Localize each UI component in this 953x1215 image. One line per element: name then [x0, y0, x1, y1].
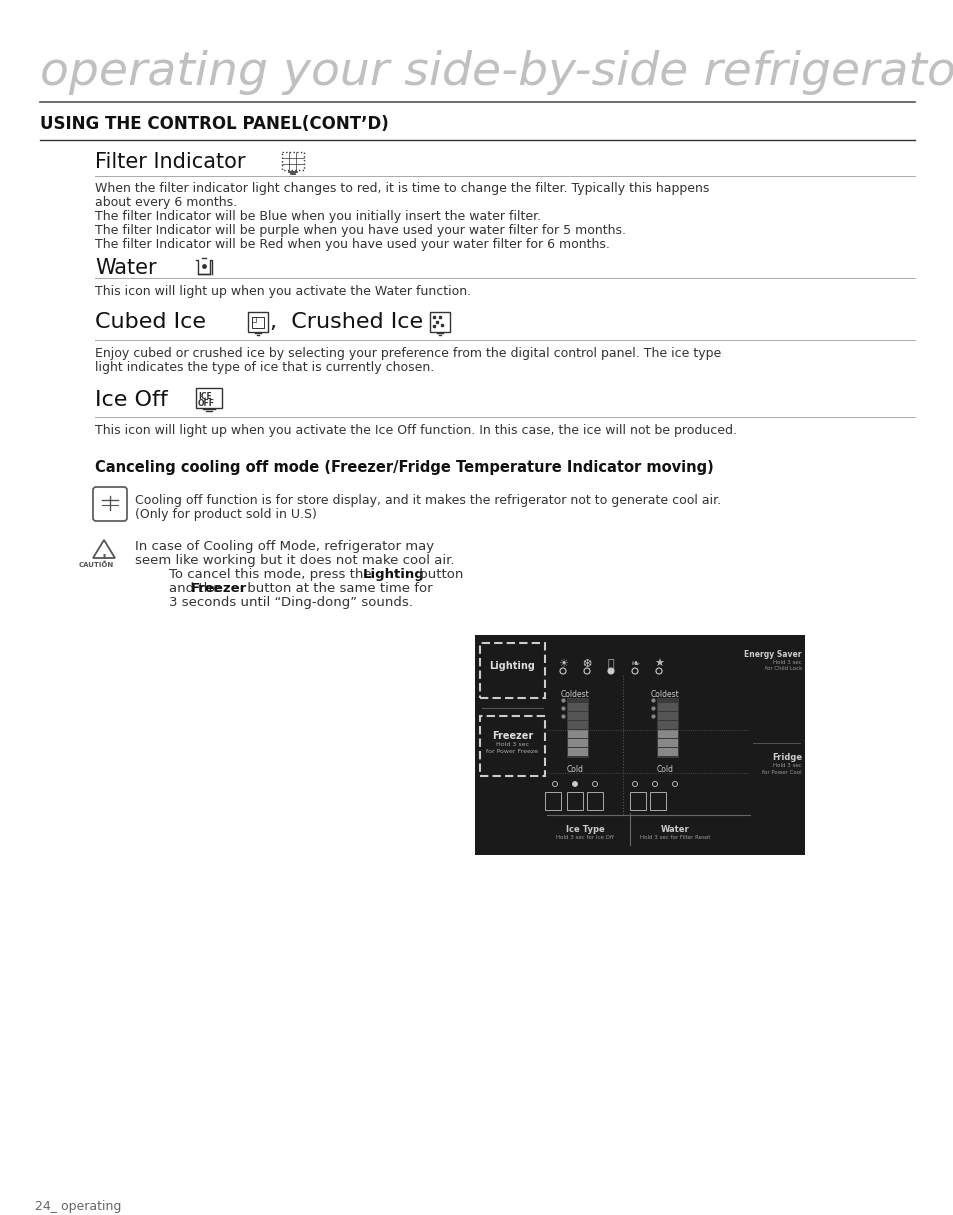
FancyBboxPatch shape: [566, 697, 588, 758]
Text: ❆: ❆: [581, 659, 591, 669]
Text: Hold 3 sec for Ice Off: Hold 3 sec for Ice Off: [556, 835, 614, 840]
Text: Cold: Cold: [656, 765, 673, 774]
Text: Water: Water: [659, 825, 689, 833]
Text: and the: and the: [135, 582, 224, 595]
Text: Ice Off: Ice Off: [95, 390, 168, 409]
Text: CAUTION: CAUTION: [78, 563, 113, 567]
Text: Freezer: Freezer: [191, 582, 247, 595]
Text: (Only for product sold in U.S): (Only for product sold in U.S): [135, 508, 316, 521]
Text: ❧: ❧: [630, 659, 639, 669]
Text: USING THE CONTROL PANEL(CONT’D): USING THE CONTROL PANEL(CONT’D): [40, 115, 388, 132]
Text: ★: ★: [654, 659, 663, 669]
FancyBboxPatch shape: [658, 748, 678, 756]
Text: Coldest: Coldest: [560, 690, 589, 699]
FancyBboxPatch shape: [567, 712, 587, 720]
FancyBboxPatch shape: [658, 703, 678, 711]
Text: 24_ operating: 24_ operating: [35, 1200, 121, 1213]
Text: Water: Water: [95, 258, 156, 278]
FancyBboxPatch shape: [657, 697, 679, 758]
Circle shape: [572, 781, 577, 786]
Text: ,  Crushed Ice: , Crushed Ice: [270, 312, 423, 332]
Text: for Child Lock: for Child Lock: [763, 666, 801, 671]
Text: The filter Indicator will be Red when you have used your water filter for 6 mont: The filter Indicator will be Red when yo…: [95, 238, 609, 252]
Text: button at the same time for: button at the same time for: [243, 582, 432, 595]
Text: The filter Indicator will be purple when you have used your water filter for 5 m: The filter Indicator will be purple when…: [95, 224, 625, 237]
Text: Hold 3 sec for Filter Reset: Hold 3 sec for Filter Reset: [639, 835, 709, 840]
Text: operating your side-by-side refrigerator: operating your side-by-side refrigerator: [40, 50, 953, 95]
FancyBboxPatch shape: [567, 720, 587, 729]
Text: Hold 3 sec: Hold 3 sec: [773, 660, 801, 665]
Text: The filter Indicator will be Blue when you initially insert the water filter.: The filter Indicator will be Blue when y…: [95, 210, 540, 224]
Text: Freezer: Freezer: [492, 731, 533, 741]
Text: Cold: Cold: [566, 765, 583, 774]
Text: Energy Saver: Energy Saver: [743, 650, 801, 659]
FancyBboxPatch shape: [658, 712, 678, 720]
Text: Hold 3 sec: Hold 3 sec: [496, 742, 529, 747]
Text: light indicates the type of ice that is currently chosen.: light indicates the type of ice that is …: [95, 361, 434, 374]
Text: about every 6 months.: about every 6 months.: [95, 196, 237, 209]
Text: Hold 3 sec: Hold 3 sec: [773, 763, 801, 768]
FancyBboxPatch shape: [475, 635, 804, 855]
Text: 🔒: 🔒: [607, 659, 614, 669]
Text: seem like working but it does not make cool air.: seem like working but it does not make c…: [135, 554, 454, 567]
Text: Lighting: Lighting: [363, 567, 424, 581]
Text: In case of Cooling off Mode, refrigerator may: In case of Cooling off Mode, refrigerato…: [135, 539, 434, 553]
Text: Fridge: Fridge: [771, 753, 801, 762]
Text: Coldest: Coldest: [650, 690, 679, 699]
Text: ☀: ☀: [558, 659, 567, 669]
Text: Lighting: Lighting: [489, 661, 535, 671]
Text: Ice Type: Ice Type: [565, 825, 604, 833]
Text: button: button: [415, 567, 463, 581]
Text: When the filter indicator light changes to red, it is time to change the filter.: When the filter indicator light changes …: [95, 182, 709, 194]
Circle shape: [607, 668, 614, 674]
Text: OFF: OFF: [198, 399, 214, 408]
Text: Canceling cooling off mode (Freezer/Fridge Temperature Indicator moving): Canceling cooling off mode (Freezer/Frid…: [95, 460, 713, 475]
Text: Filter Indicator: Filter Indicator: [95, 152, 245, 173]
Text: ICE: ICE: [198, 392, 212, 401]
Text: for Power Freeze: for Power Freeze: [486, 748, 537, 755]
FancyBboxPatch shape: [658, 730, 678, 738]
Text: 3 seconds until “Ding-dong” sounds.: 3 seconds until “Ding-dong” sounds.: [135, 597, 413, 609]
Text: This icon will light up when you activate the Water function.: This icon will light up when you activat…: [95, 286, 471, 298]
Text: This icon will light up when you activate the Ice Off function. In this case, th: This icon will light up when you activat…: [95, 424, 737, 437]
FancyBboxPatch shape: [658, 739, 678, 747]
FancyBboxPatch shape: [567, 730, 587, 738]
Text: Cooling off function is for store display, and it makes the refrigerator not to : Cooling off function is for store displa…: [135, 495, 720, 507]
Text: To cancel this mode, press the: To cancel this mode, press the: [135, 567, 375, 581]
FancyBboxPatch shape: [567, 703, 587, 711]
Text: Enjoy cubed or crushed ice by selecting your preference from the digital control: Enjoy cubed or crushed ice by selecting …: [95, 347, 720, 360]
FancyBboxPatch shape: [658, 720, 678, 729]
Text: Cubed Ice: Cubed Ice: [95, 312, 206, 332]
FancyBboxPatch shape: [567, 748, 587, 756]
Text: !: !: [101, 554, 107, 564]
Text: for Power Cool: for Power Cool: [761, 770, 801, 775]
FancyBboxPatch shape: [567, 739, 587, 747]
